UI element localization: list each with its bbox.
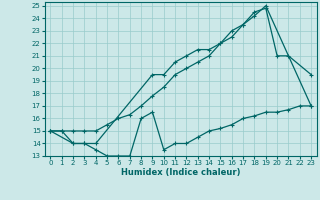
X-axis label: Humidex (Indice chaleur): Humidex (Indice chaleur) [121,168,241,177]
